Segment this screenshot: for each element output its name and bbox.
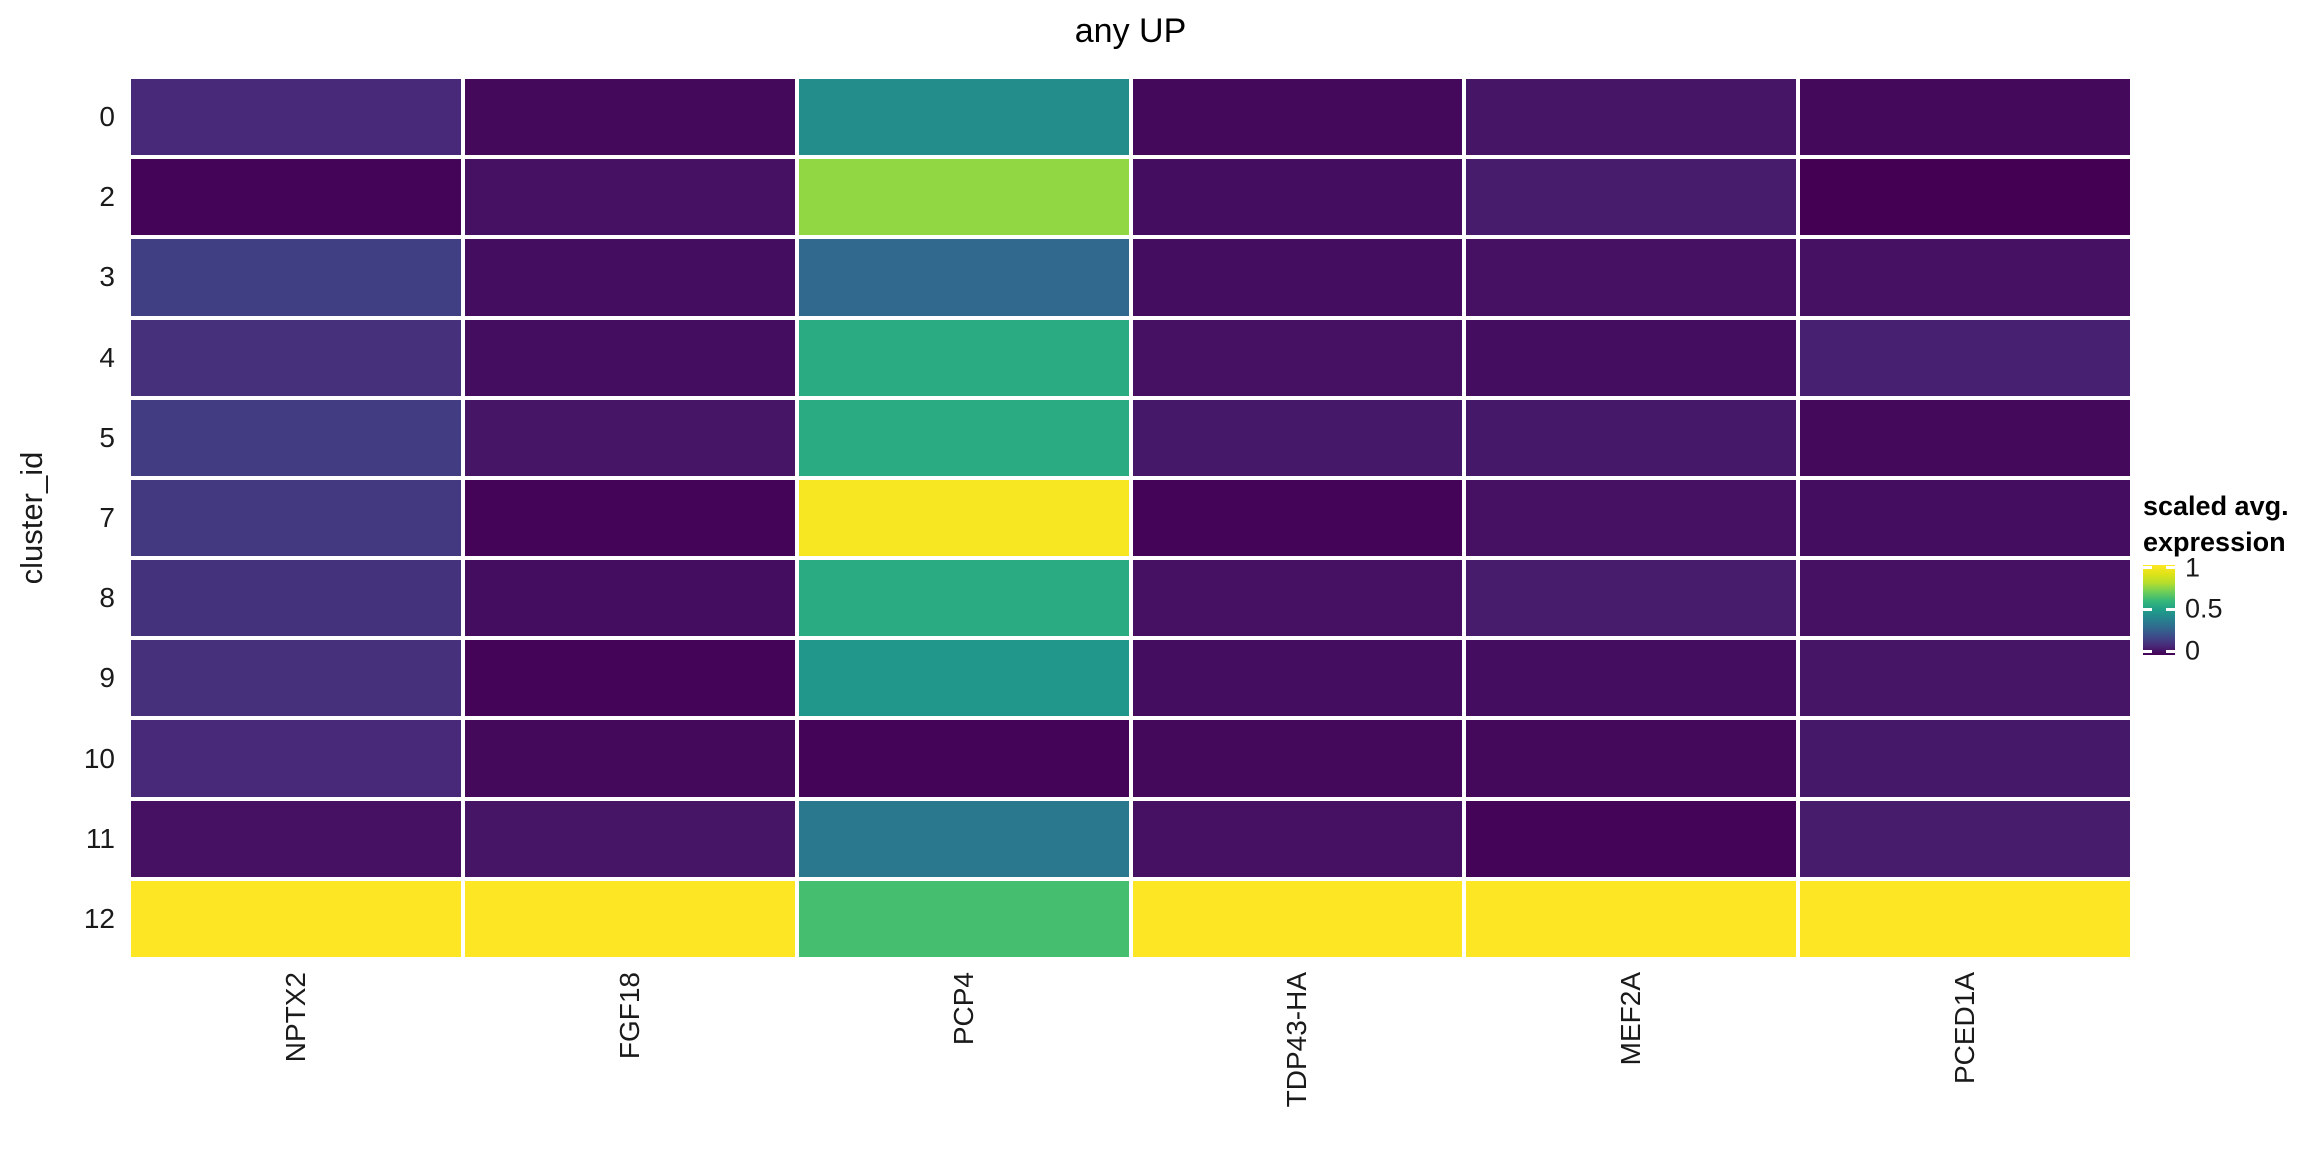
y-tick-label: 9 xyxy=(99,662,115,694)
heatmap-cell xyxy=(131,560,461,637)
x-tick-label: PCP4 xyxy=(947,972,979,1046)
heatmap-cell xyxy=(1132,880,1463,957)
heatmap-cell xyxy=(1466,479,1797,557)
y-tick-label: 2 xyxy=(99,181,115,213)
heatmap-cell xyxy=(1132,239,1463,316)
colorbar-tick-label: 0.5 xyxy=(2185,593,2223,624)
heatmap-cell xyxy=(1132,720,1463,797)
heatmap-cell xyxy=(1132,399,1463,476)
heatmap-cell xyxy=(798,720,1129,797)
heatmap-cell xyxy=(1800,399,2130,476)
heatmap-cell xyxy=(1466,880,1797,957)
heatmap-cell xyxy=(1466,640,1797,717)
colorbar-tick-mark xyxy=(2166,566,2175,570)
heatmap-cell xyxy=(798,880,1129,957)
heatmap-cell xyxy=(464,159,795,236)
y-tick-label: 0 xyxy=(99,101,115,133)
heatmap-cell xyxy=(131,319,461,396)
heatmap-cell xyxy=(1132,800,1463,877)
heatmap-cell xyxy=(1800,79,2130,156)
heatmap-cell xyxy=(464,800,795,877)
heatmap-cell xyxy=(131,79,461,156)
colorbar-tick-mark xyxy=(2143,566,2152,570)
y-tick-label: 11 xyxy=(85,822,115,854)
heatmap-cell xyxy=(464,720,795,797)
y-tick-label: 12 xyxy=(83,902,115,934)
y-tick-label: 3 xyxy=(99,261,115,293)
x-tick-label: NPTX2 xyxy=(279,972,311,1063)
colorbar-tick-mark xyxy=(2143,607,2152,611)
heatmap-cell xyxy=(798,79,1129,156)
x-tick-label: TDP43-HA xyxy=(1281,972,1313,1108)
heatmap-cell xyxy=(131,399,461,476)
colorbar-tick-mark xyxy=(2166,607,2175,611)
heatmap-cell xyxy=(1800,159,2130,236)
y-tick-label: 4 xyxy=(99,341,115,373)
heatmap-cell xyxy=(1800,239,2130,316)
heatmap-cell xyxy=(131,880,461,957)
heatmap-cell xyxy=(1466,239,1797,316)
legend-title-line2: expression xyxy=(2143,527,2286,557)
heatmap-cell xyxy=(798,479,1129,557)
heatmap-cell xyxy=(1800,319,2130,396)
heatmap-cell xyxy=(1466,800,1797,877)
heatmap-cell xyxy=(131,800,461,877)
heatmap-cell xyxy=(798,239,1129,316)
heatmap-cell xyxy=(464,399,795,476)
heatmap-cell xyxy=(464,79,795,156)
heatmap-cell xyxy=(798,159,1129,236)
heatmap-cell xyxy=(1466,399,1797,476)
colorbar-tick-label: 0 xyxy=(2185,635,2201,666)
legend-colorbar xyxy=(2143,565,2175,655)
heatmap-cell xyxy=(1800,560,2130,637)
heatmap-cell xyxy=(1132,640,1463,717)
heatmap-cell xyxy=(131,640,461,717)
colorbar-tick-label: 1 xyxy=(2185,552,2201,583)
heatmap-cell xyxy=(131,239,461,316)
heatmap-cell xyxy=(1132,319,1463,396)
colorbar-tick-mark xyxy=(2166,649,2175,653)
plot-title: any UP xyxy=(1074,12,1187,50)
heatmap-cell xyxy=(464,479,795,557)
heatmap-cell xyxy=(464,319,795,396)
heatmap-cell xyxy=(1466,319,1797,396)
legend-title-line1: scaled avg. xyxy=(2143,491,2289,521)
x-tick-label: MEF2A xyxy=(1615,972,1647,1066)
heatmap-cell xyxy=(1466,159,1797,236)
heatmap-cell xyxy=(1132,479,1463,557)
y-tick-label: 5 xyxy=(99,421,115,453)
colorbar-tick-mark xyxy=(2143,649,2152,653)
heatmap-cell xyxy=(1800,720,2130,797)
heatmap-cell xyxy=(1800,880,2130,957)
legend-title: scaled avg. expression xyxy=(2143,488,2289,560)
y-tick-label: 8 xyxy=(99,582,115,614)
heatmap-cell xyxy=(1132,560,1463,637)
heatmap-cell xyxy=(1800,640,2130,717)
heatmap-cell xyxy=(1466,79,1797,156)
x-tick-label: PCED1A xyxy=(1949,972,1981,1085)
x-tick-label: FGF18 xyxy=(613,972,645,1060)
heatmap-cell xyxy=(1132,79,1463,156)
heatmap-cell xyxy=(798,640,1129,717)
y-tick-label: 7 xyxy=(99,502,115,533)
heatmap-cell xyxy=(798,560,1129,637)
heatmap-cell xyxy=(464,560,795,637)
y-tick-label: 10 xyxy=(83,742,115,774)
heatmap-cell xyxy=(131,720,461,797)
heatmap-cell xyxy=(1800,800,2130,877)
heatmap-cell xyxy=(1466,720,1797,797)
heatmap-cell xyxy=(131,159,461,236)
heatmap-cell xyxy=(464,640,795,717)
heatmap-cell xyxy=(131,479,461,557)
heatmap-cell xyxy=(798,399,1129,476)
heatmap-cell xyxy=(1466,560,1797,637)
heatmap-cell xyxy=(798,800,1129,877)
heatmap-panel xyxy=(131,79,2130,957)
heatmap-cell xyxy=(1132,159,1463,236)
heatmap-cell xyxy=(464,239,795,316)
heatmap-cell xyxy=(464,880,795,957)
heatmap-cell xyxy=(1800,479,2130,557)
heatmap-cell xyxy=(798,319,1129,396)
